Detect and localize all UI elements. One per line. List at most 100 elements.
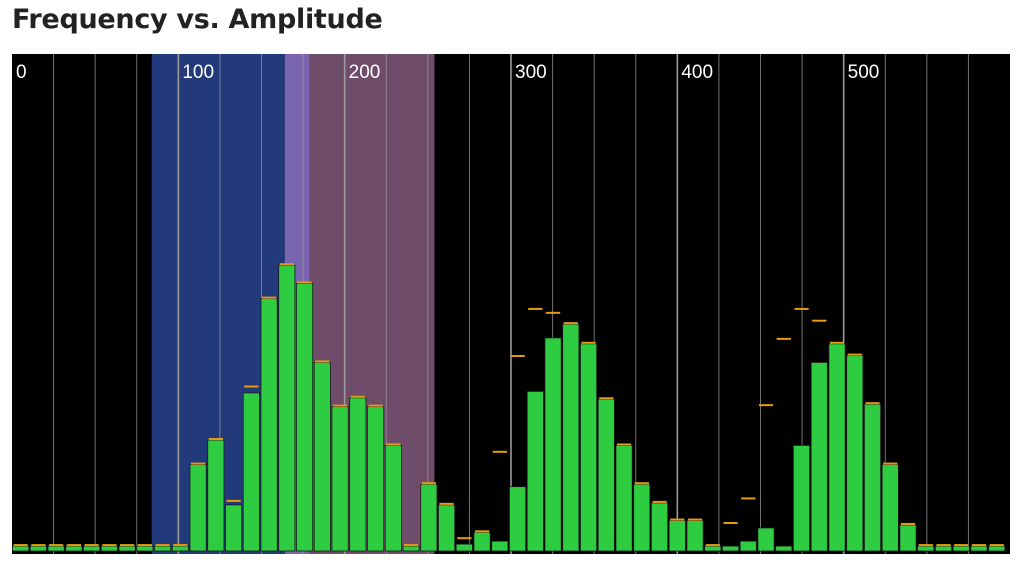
peak-marker bbox=[102, 544, 117, 547]
bar bbox=[615, 445, 633, 552]
peak-marker bbox=[279, 263, 294, 266]
chart-title: Frequency vs. Amplitude bbox=[12, 4, 383, 35]
bar bbox=[331, 406, 349, 552]
bar bbox=[704, 545, 722, 552]
peak-marker bbox=[137, 544, 152, 547]
peak-marker bbox=[66, 544, 81, 547]
bar bbox=[899, 524, 917, 552]
bar bbox=[881, 464, 899, 552]
bar bbox=[544, 337, 562, 552]
peak-marker bbox=[829, 341, 845, 344]
bar bbox=[757, 527, 775, 552]
peak-marker bbox=[794, 307, 809, 310]
bar bbox=[29, 545, 47, 552]
x-tick-label: 400 bbox=[681, 62, 713, 83]
bar bbox=[171, 545, 189, 552]
peak-marker bbox=[581, 341, 596, 344]
peak-marker bbox=[705, 544, 720, 547]
peak-marker bbox=[155, 544, 170, 547]
x-tick-label: 100 bbox=[182, 62, 214, 83]
peak-marker bbox=[403, 544, 419, 547]
peak-marker bbox=[634, 482, 649, 485]
peak-marker bbox=[865, 402, 880, 405]
bar bbox=[526, 391, 544, 552]
bar bbox=[367, 406, 385, 552]
bar bbox=[83, 545, 101, 552]
peak-marker bbox=[900, 522, 916, 525]
peak-marker bbox=[492, 450, 507, 453]
bar bbox=[118, 545, 136, 552]
peak-marker bbox=[439, 502, 454, 505]
peak-marker bbox=[261, 296, 277, 299]
bar bbox=[296, 283, 314, 552]
bar bbox=[154, 545, 172, 552]
peak-marker bbox=[918, 544, 933, 547]
peak-marker bbox=[226, 499, 241, 502]
bar bbox=[349, 397, 367, 552]
frequency-amplitude-chart: 0 100 200 300 400 500 bbox=[12, 54, 1010, 554]
bar bbox=[810, 362, 828, 552]
x-tick-label: 200 bbox=[349, 62, 381, 83]
bar bbox=[686, 520, 704, 552]
bar bbox=[260, 298, 278, 552]
peak-marker bbox=[297, 281, 312, 284]
bar bbox=[278, 264, 296, 552]
bar bbox=[988, 545, 1006, 552]
peak-marker bbox=[510, 355, 525, 358]
peak-marker bbox=[847, 353, 862, 356]
x-tick-label: 0 bbox=[16, 62, 27, 83]
peak-marker bbox=[812, 319, 827, 322]
bar bbox=[934, 545, 953, 552]
peak-marker bbox=[563, 322, 578, 325]
peak-marker bbox=[244, 385, 259, 388]
bar bbox=[313, 362, 331, 552]
bar bbox=[65, 545, 83, 552]
peak-marker bbox=[421, 482, 436, 485]
peak-marker bbox=[13, 544, 28, 547]
bar bbox=[597, 398, 615, 552]
peak-marker bbox=[758, 404, 774, 407]
bar bbox=[952, 545, 970, 552]
peak-marker bbox=[883, 462, 898, 465]
peak-marker bbox=[48, 544, 64, 547]
bar bbox=[580, 343, 598, 552]
peak-marker bbox=[616, 443, 632, 446]
bar bbox=[722, 545, 740, 552]
bar bbox=[793, 445, 811, 552]
bar bbox=[651, 502, 669, 552]
peak-marker bbox=[31, 544, 46, 547]
peak-marker bbox=[315, 360, 330, 363]
bar bbox=[473, 531, 491, 552]
peak-marker bbox=[954, 544, 969, 547]
bar bbox=[384, 445, 402, 552]
peak-marker bbox=[332, 404, 348, 407]
peak-marker bbox=[368, 404, 383, 407]
bar bbox=[970, 545, 988, 552]
peak-marker bbox=[350, 395, 365, 398]
peak-marker bbox=[457, 537, 472, 540]
x-tick-labels: 0 100 200 300 400 500 bbox=[16, 62, 879, 83]
bar bbox=[12, 545, 30, 552]
bar bbox=[47, 545, 65, 552]
bar bbox=[207, 439, 225, 552]
amplitude-bars bbox=[12, 264, 1006, 552]
x-tick-label: 300 bbox=[515, 62, 547, 83]
peak-marker bbox=[84, 544, 99, 547]
bar bbox=[402, 545, 420, 552]
peak-marker bbox=[474, 530, 490, 533]
bar bbox=[739, 540, 757, 552]
bar bbox=[917, 545, 935, 552]
bar bbox=[136, 545, 154, 552]
peak-marker bbox=[670, 518, 685, 521]
bar bbox=[828, 343, 846, 552]
peak-marker bbox=[741, 497, 756, 500]
peak-marker bbox=[723, 521, 738, 524]
peak-marker bbox=[545, 311, 561, 314]
bar bbox=[668, 520, 686, 552]
x-tick-label: 500 bbox=[848, 62, 880, 83]
peak-marker bbox=[936, 544, 951, 547]
peak-marker bbox=[119, 544, 135, 547]
peak-marker bbox=[776, 337, 791, 340]
peak-marker bbox=[652, 500, 667, 503]
bar bbox=[189, 464, 207, 552]
